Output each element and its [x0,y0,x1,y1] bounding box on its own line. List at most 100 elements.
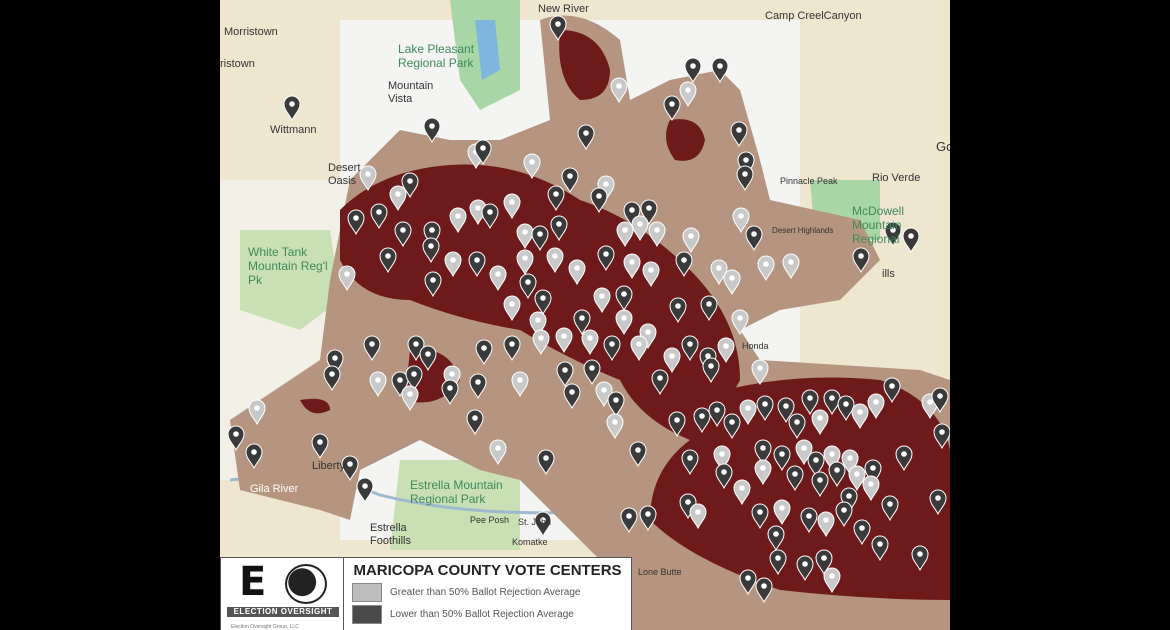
map-pin-dark-icon[interactable] [597,245,615,272]
map-pin-light-icon[interactable] [523,153,541,180]
map-pin-light-icon[interactable] [731,309,749,336]
map-pin-light-icon[interactable] [642,261,660,288]
map-pin-dark-icon[interactable] [745,225,763,252]
map-pin-dark-icon[interactable] [669,297,687,324]
map-pin-dark-icon[interactable] [537,449,555,476]
map-pin-dark-icon[interactable] [883,377,901,404]
map-pin-light-icon[interactable] [529,311,547,338]
map-pin-light-icon[interactable] [851,403,869,430]
map-pin-light-icon[interactable] [444,251,462,278]
map-pin-light-icon[interactable] [751,359,769,386]
map-pin-dark-icon[interactable] [801,389,819,416]
map-pin-dark-icon[interactable] [283,95,301,122]
map-pin-dark-icon[interactable] [730,121,748,148]
map-pin-light-icon[interactable] [449,207,467,234]
map-pin-dark-icon[interactable] [583,359,601,386]
map-pin-dark-icon[interactable] [534,289,552,316]
map-pin-dark-icon[interactable] [811,471,829,498]
map-pin-light-icon[interactable] [248,399,266,426]
map-pin-dark-icon[interactable] [503,335,521,362]
map-pin-light-icon[interactable] [663,347,681,374]
map-pin-light-icon[interactable] [546,247,564,274]
map-pin-dark-icon[interactable] [754,439,772,466]
map-pin-light-icon[interactable] [503,193,521,220]
map-pin-light-icon[interactable] [555,327,573,354]
map-pin-light-icon[interactable] [723,269,741,296]
map-pin-dark-icon[interactable] [469,373,487,400]
map-pin-dark-icon[interactable] [736,165,754,192]
map-pin-dark-icon[interactable] [475,339,493,366]
map-pin-dark-icon[interactable] [573,309,591,336]
map-pin-light-icon[interactable] [489,439,507,466]
map-pin-light-icon[interactable] [516,223,534,250]
map-pin-dark-icon[interactable] [363,335,381,362]
map-pin-dark-icon[interactable] [931,387,949,414]
map-pin-dark-icon[interactable] [708,401,726,428]
map-pin-dark-icon[interactable] [227,425,245,452]
map-pin-light-icon[interactable] [817,511,835,538]
map-pin-dark-icon[interactable] [881,495,899,522]
map-pin-light-icon[interactable] [754,459,772,486]
map-pin-dark-icon[interactable] [755,577,773,604]
map-pin-light-icon[interactable] [841,449,859,476]
map-pin-dark-icon[interactable] [347,209,365,236]
map-pin-dark-icon[interactable] [549,15,567,42]
map-pin-light-icon[interactable] [811,409,829,436]
map-pin-dark-icon[interactable] [693,407,711,434]
map-pin-dark-icon[interactable] [929,489,947,516]
map-pin-dark-icon[interactable] [786,465,804,492]
map-pin-dark-icon[interactable] [663,95,681,122]
map-pin-dark-icon[interactable] [620,507,638,534]
map-pin-light-icon[interactable] [732,207,750,234]
map-pin-dark-icon[interactable] [651,369,669,396]
map-pin-light-icon[interactable] [823,445,841,472]
map-pin-dark-icon[interactable] [884,221,902,248]
map-pin-dark-icon[interactable] [405,365,423,392]
map-pin-dark-icon[interactable] [466,409,484,436]
map-pin-light-icon[interactable] [733,479,751,506]
map-pin-dark-icon[interactable] [561,167,579,194]
map-pin-dark-icon[interactable] [401,172,419,199]
map-pin-light-icon[interactable] [616,221,634,248]
map-pin-light-icon[interactable] [532,329,550,356]
map-pin-dark-icon[interactable] [356,477,374,504]
map-pin-dark-icon[interactable] [769,549,787,576]
map-pin-dark-icon[interactable] [767,525,785,552]
map-pin-dark-icon[interactable] [835,501,853,528]
map-pin-dark-icon[interactable] [326,349,344,376]
map-pin-light-icon[interactable] [682,227,700,254]
map-pin-light-icon[interactable] [623,253,641,280]
map-pin-light-icon[interactable] [648,221,666,248]
map[interactable]: Morristown ristown New River Camp CreelC… [220,0,950,630]
map-pin-dark-icon[interactable] [481,203,499,230]
map-pin-dark-icon[interactable] [629,441,647,468]
map-pin-dark-icon[interactable] [370,203,388,230]
map-pin-dark-icon[interactable] [379,247,397,274]
map-pin-dark-icon[interactable] [563,383,581,410]
map-pin-dark-icon[interactable] [424,271,442,298]
map-pin-dark-icon[interactable] [723,413,741,440]
map-pin-light-icon[interactable] [717,337,735,364]
map-pin-light-icon[interactable] [848,465,866,492]
map-pin-dark-icon[interactable] [807,451,825,478]
map-pin-dark-icon[interactable] [419,345,437,372]
map-pin-dark-icon[interactable] [700,295,718,322]
map-pin-light-icon[interactable] [568,259,586,286]
map-pin-dark-icon[interactable] [577,124,595,151]
map-pin-dark-icon[interactable] [756,395,774,422]
map-pin-light-icon[interactable] [782,253,800,280]
map-pin-dark-icon[interactable] [681,335,699,362]
map-pin-dark-icon[interactable] [739,569,757,596]
map-pin-light-icon[interactable] [389,185,407,212]
map-pin-light-icon[interactable] [630,335,648,362]
map-pin-dark-icon[interactable] [531,225,549,252]
map-pin-light-icon[interactable] [610,77,628,104]
map-pin-dark-icon[interactable] [547,185,565,212]
map-pin-dark-icon[interactable] [796,555,814,582]
map-pin-light-icon[interactable] [689,503,707,530]
map-pin-dark-icon[interactable] [815,549,833,576]
map-pin-dark-icon[interactable] [681,449,699,476]
map-pin-light-icon[interactable] [511,371,529,398]
map-pin-dark-icon[interactable] [441,379,459,406]
map-pin-light-icon[interactable] [606,413,624,440]
